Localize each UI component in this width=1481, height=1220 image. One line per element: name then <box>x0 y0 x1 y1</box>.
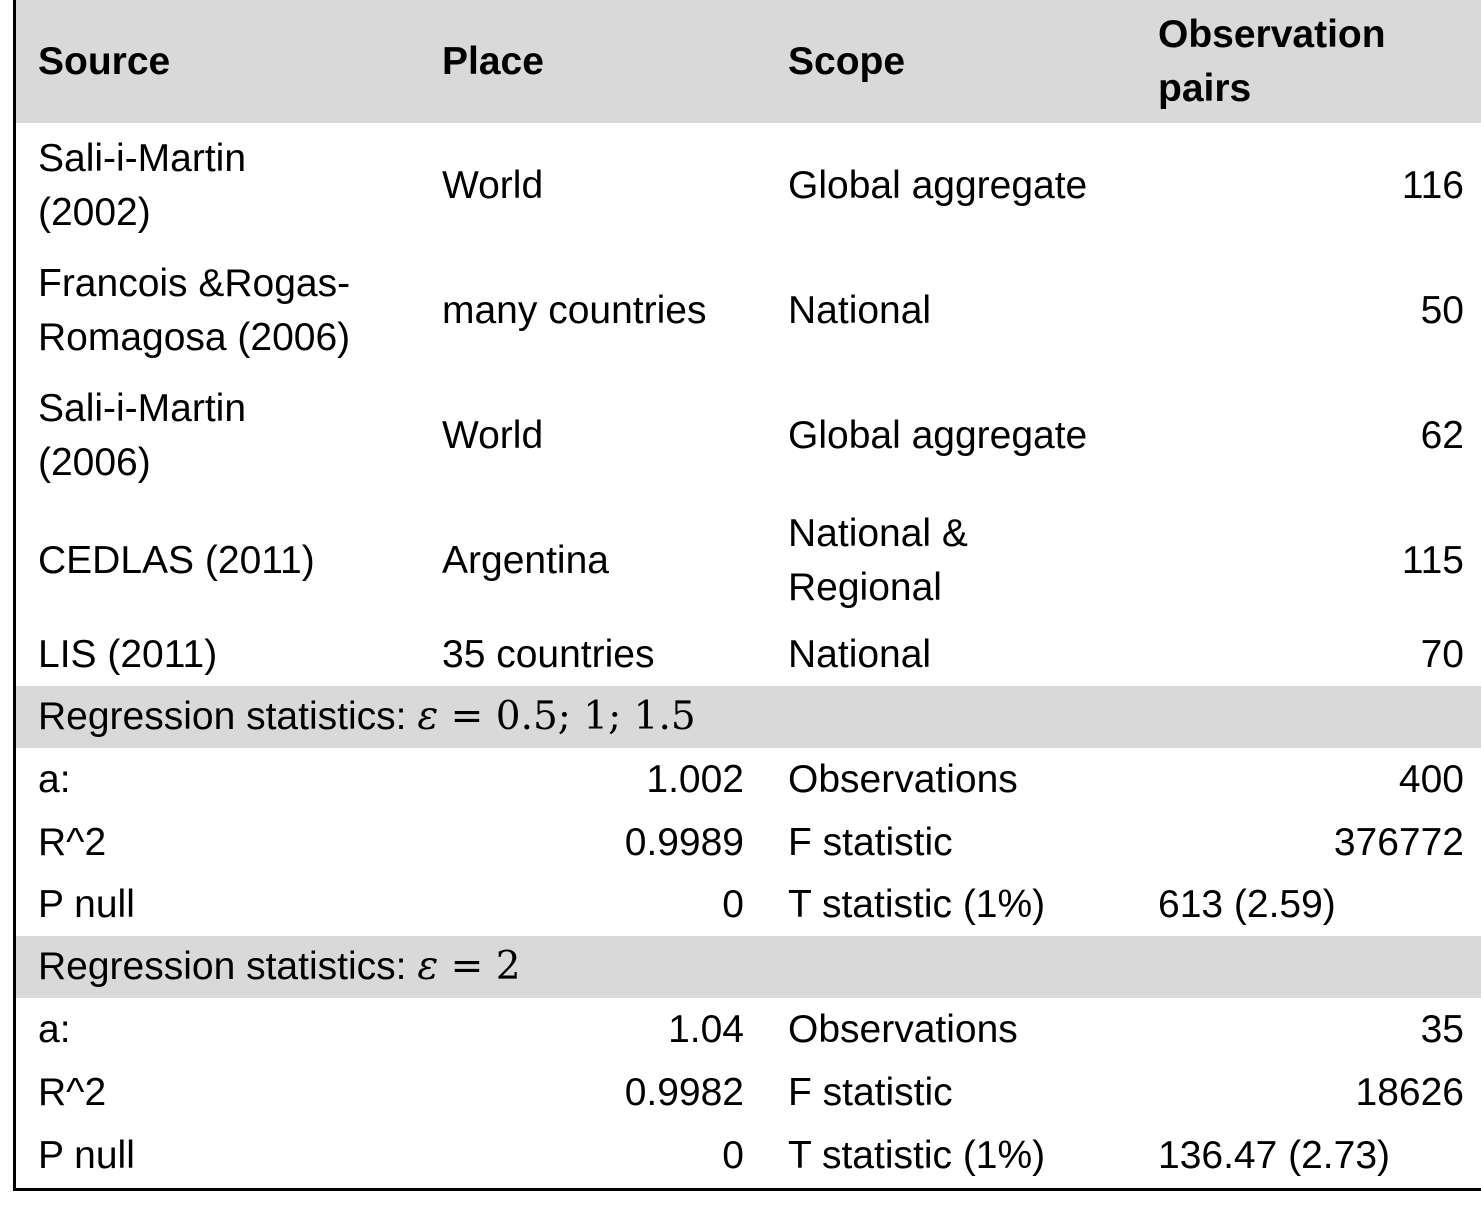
table-row: CEDLAS (2011) Argentina National & Regio… <box>16 499 1481 623</box>
epsilon-equation: ε = 0.5; 1; 1.5 <box>417 690 695 744</box>
place-cell: 35 countries <box>442 632 655 676</box>
regression-row: R^2 0.9982 F statistic 18626 <box>16 1061 1481 1124</box>
table-row: Sali-i-Martin (2006) World Global aggreg… <box>16 373 1481 499</box>
stat-label-right: F statistic <box>788 1070 953 1114</box>
regression-title-prefix: Regression statistics: <box>38 945 407 988</box>
pairs-cell: 50 <box>1420 289 1464 332</box>
stat-label-right: T statistic (1%) <box>788 1134 1046 1177</box>
scope-cell: Global aggregate <box>788 164 1088 207</box>
stat-label-right: Observations <box>788 757 1018 801</box>
regression-row: a: 1.002 Observations 400 <box>16 748 1481 811</box>
epsilon-symbol: ε <box>417 944 439 989</box>
epsilon-values: 2 <box>495 944 521 989</box>
regression-section-title: Regression statistics: ε = 0.5; 1; 1.5 <box>38 686 744 748</box>
stat-label: P null <box>38 1134 135 1177</box>
scope-cell: National & Regional <box>788 512 968 609</box>
header-place: Place <box>442 39 544 83</box>
regression-title-prefix: Regression statistics: <box>38 695 407 738</box>
stat-label-right: T statistic (1%) <box>788 883 1046 926</box>
header-scope: Scope <box>788 39 906 83</box>
table-row: LIS (2011) 35 countries National 70 <box>16 623 1481 686</box>
stat-value-right: 136.47 (2.73) <box>1158 1134 1391 1177</box>
header-observation-pairs: Observation pairs <box>1158 12 1386 110</box>
stat-label: a: <box>38 1007 71 1051</box>
stat-value: 0 <box>722 1134 744 1177</box>
table-row: Francois &Rogas-Romagosa (2006) many cou… <box>16 249 1481 373</box>
stat-label: R^2 <box>38 820 107 864</box>
data-table: Source Place Scope Observation pairs Sal… <box>13 0 1481 1191</box>
source-cell: Sali-i-Martin (2006) <box>38 387 247 484</box>
regression-row: P null 0 T statistic (1%) 613 (2.59) <box>16 874 1481 936</box>
regression-section-header: Regression statistics: ε = 0.5; 1; 1.5 <box>16 686 1481 748</box>
regression-row: R^2 0.9989 F statistic 376772 <box>16 811 1481 874</box>
stat-value: 0.9982 <box>624 1070 744 1114</box>
place-cell: World <box>442 164 544 207</box>
place-cell: Argentina <box>442 539 609 582</box>
source-cell: Francois &Rogas-Romagosa (2006) <box>38 262 351 359</box>
stat-label-right: Observations <box>788 1007 1018 1051</box>
stat-value-right: 376772 <box>1333 820 1464 864</box>
regression-row: a: 1.04 Observations 35 <box>16 998 1481 1061</box>
place-cell: World <box>442 414 544 457</box>
regression-row: P null 0 T statistic (1%) 136.47 (2.73) <box>16 1124 1481 1188</box>
stat-value-right: 35 <box>1420 1007 1464 1051</box>
place-cell: many countries <box>442 289 707 332</box>
equals-sign: = <box>450 944 484 989</box>
stat-value: 1.002 <box>646 757 744 801</box>
table-row: Sali-i-Martin (2002) World Global aggreg… <box>16 123 1481 249</box>
equals-sign: = <box>450 694 484 739</box>
epsilon-symbol: ε <box>417 694 439 739</box>
pairs-cell: 115 <box>1401 539 1464 582</box>
stat-value-right: 18626 <box>1355 1070 1464 1114</box>
stat-value: 0 <box>722 883 744 926</box>
stat-label: P null <box>38 883 135 926</box>
epsilon-values: 0.5; 1; 1.5 <box>495 694 696 739</box>
table-header-row: Source Place Scope Observation pairs <box>16 0 1481 123</box>
stat-value: 0.9989 <box>624 820 744 864</box>
pairs-cell: 70 <box>1420 632 1464 676</box>
stat-value: 1.04 <box>668 1007 744 1051</box>
stat-value-right: 400 <box>1398 757 1464 801</box>
stat-value-right: 613 (2.59) <box>1158 883 1336 926</box>
epsilon-equation: ε = 2 <box>417 940 520 994</box>
source-cell: Sali-i-Martin (2002) <box>38 137 247 234</box>
stat-label: R^2 <box>38 1070 107 1114</box>
stat-label: a: <box>38 757 71 801</box>
scope-cell: National <box>788 289 932 332</box>
stat-label-right: F statistic <box>788 820 953 864</box>
scope-cell: National <box>788 632 932 676</box>
pairs-cell: 116 <box>1401 164 1464 207</box>
header-source: Source <box>38 39 171 83</box>
source-cell: LIS (2011) <box>38 632 218 676</box>
pairs-cell: 62 <box>1420 414 1464 457</box>
source-cell: CEDLAS (2011) <box>38 539 315 582</box>
regression-section-header: Regression statistics: ε = 2 <box>16 936 1481 998</box>
regression-section-title: Regression statistics: ε = 2 <box>38 936 744 998</box>
scope-cell: Global aggregate <box>788 414 1088 457</box>
